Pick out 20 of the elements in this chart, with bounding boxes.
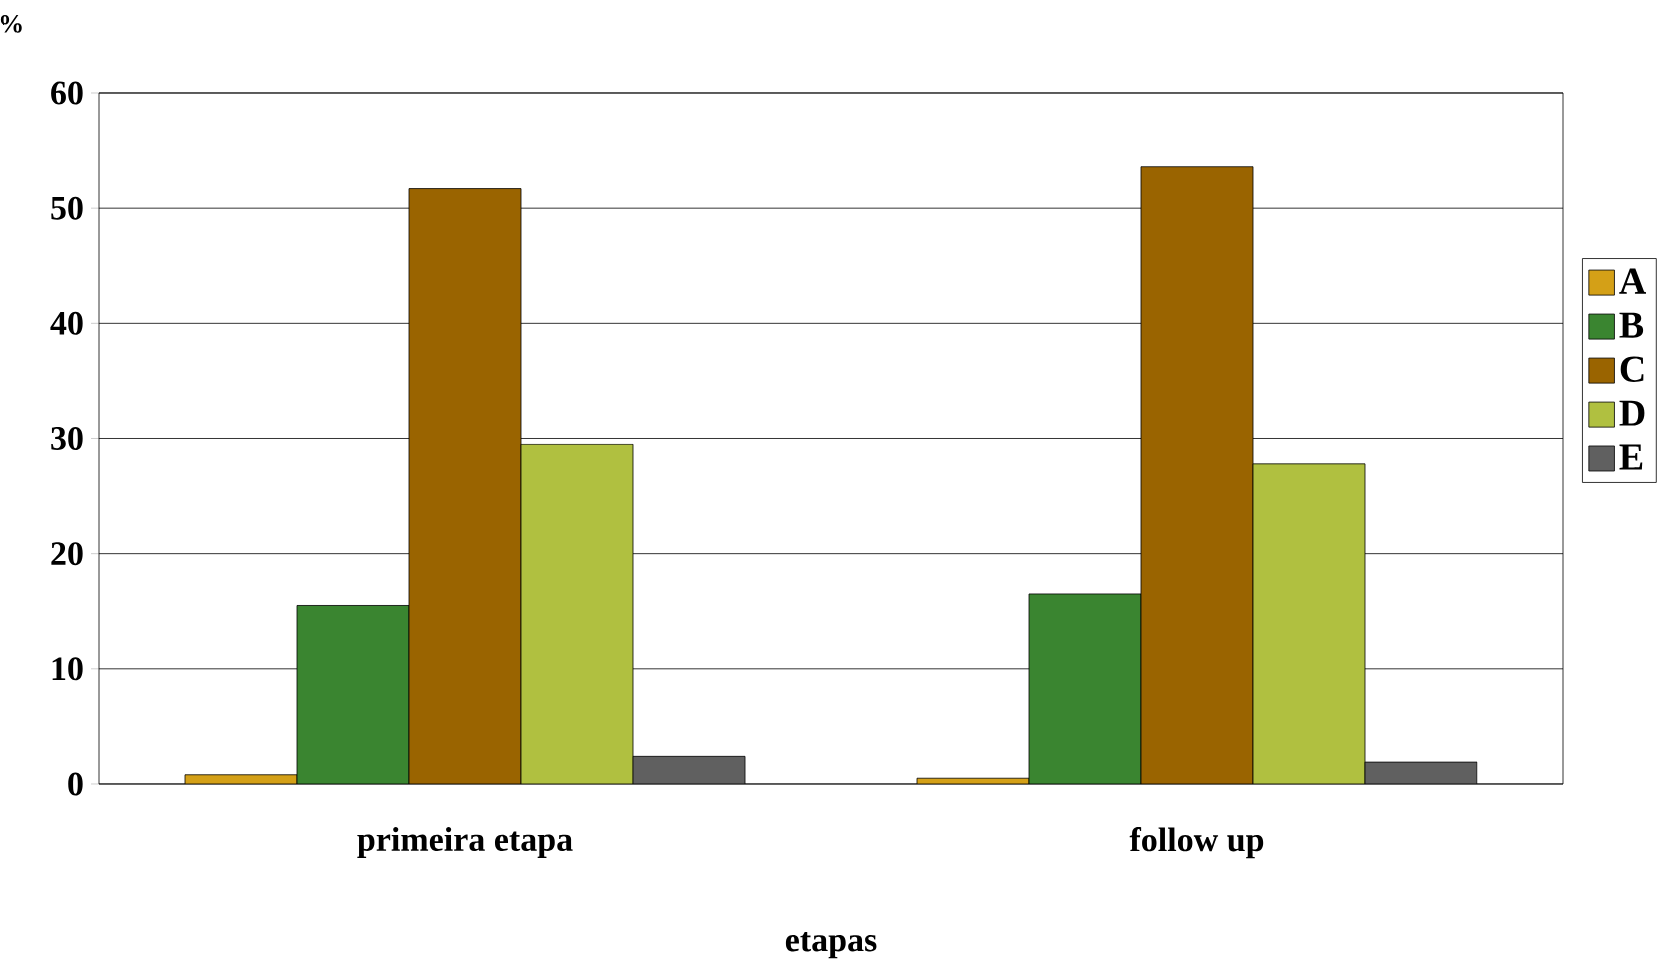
y-tick-label: 20 (51, 542, 83, 566)
bar (408, 188, 522, 784)
y-tick-label: 10 (52, 657, 83, 681)
x-tick-label: follow up (1129, 827, 1264, 859)
y-tick-label: 50 (51, 196, 83, 220)
y-tick-label: 40 (50, 311, 83, 335)
bar (1252, 463, 1366, 784)
y-tick-label: 0 (68, 772, 83, 796)
y-tick-label: 30 (51, 427, 83, 450)
y-axis-title: % (0, 15, 22, 33)
y-tick-label: 60 (51, 81, 83, 105)
x-tick-label: primeira etapa (357, 827, 573, 858)
x-axis-title: etapas (785, 931, 877, 959)
legend-label: A (1619, 268, 1647, 294)
legend-label: B (1619, 312, 1644, 338)
legend-label: E (1619, 444, 1643, 470)
legend-label: C (1620, 356, 1644, 383)
legend-label: D (1619, 400, 1645, 426)
bar (1140, 166, 1254, 784)
bar (520, 443, 634, 784)
